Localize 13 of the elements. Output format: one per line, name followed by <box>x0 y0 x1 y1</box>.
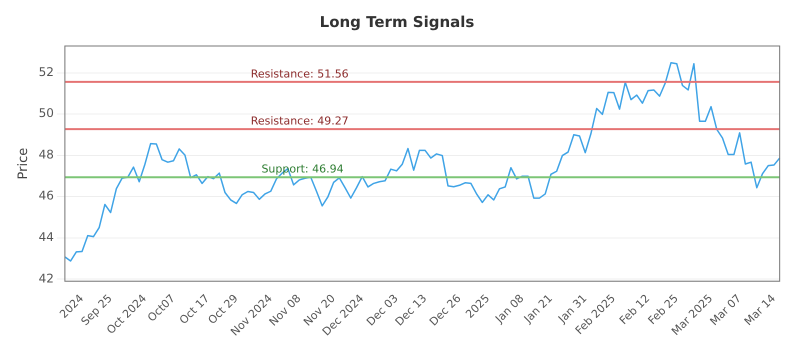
y-axis-title: Price <box>16 148 32 180</box>
y-tick-label: 46 <box>38 188 54 203</box>
y-tick-label: 44 <box>38 230 54 244</box>
y-tick-label: 50 <box>38 106 54 120</box>
ref-line-label: Resistance: 51.56 <box>250 67 349 80</box>
chart-title: Long Term Signals <box>320 12 474 31</box>
x-tick-label: Dec 26 <box>426 292 464 328</box>
ref-line-label: Support: 46.94 <box>261 162 344 176</box>
ref-line-label: Resistance: 49.27 <box>250 114 349 128</box>
y-tick-label: 52 <box>38 64 54 79</box>
x-tick-label: Mar 14 <box>742 292 778 328</box>
y-tick-label: 42 <box>38 271 54 286</box>
y-tick-label: 48 <box>38 147 54 162</box>
